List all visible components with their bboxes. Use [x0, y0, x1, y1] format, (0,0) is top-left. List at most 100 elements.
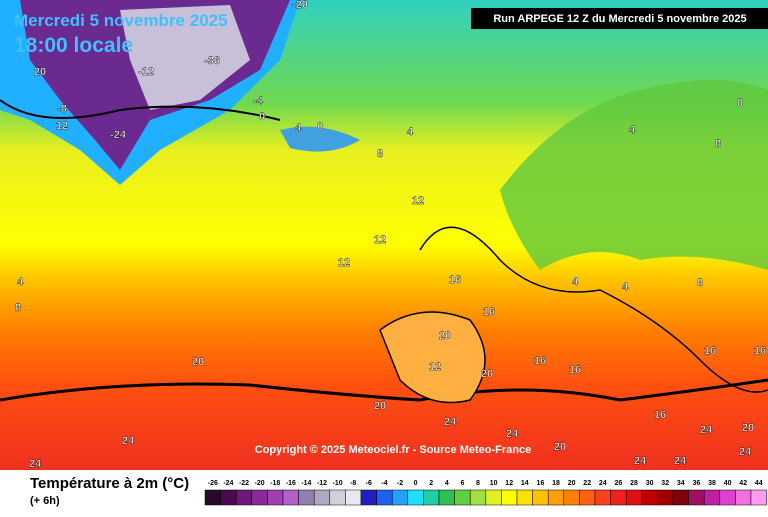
- legend-title: Température à 2m (°C): [30, 475, 189, 492]
- iberia: [379, 311, 486, 404]
- legend-tick-label: 10: [490, 480, 498, 487]
- contour-label: 16: [534, 355, 546, 367]
- contour-label: 24: [444, 416, 457, 428]
- isotherm-0: [0, 99, 281, 121]
- legend-tick-label: 32: [661, 480, 669, 487]
- legend-swatch: [407, 489, 424, 506]
- contour-label: 12: [56, 120, 68, 132]
- coastline-europe: [419, 226, 768, 393]
- contour-label: -36: [204, 55, 220, 67]
- legend-swatch: [532, 489, 549, 506]
- legend-tick-label: -6: [366, 480, 372, 487]
- legend-swatch: [703, 489, 721, 506]
- contour-label: 0: [737, 97, 743, 109]
- contour-label: -8: [57, 103, 67, 115]
- contour-label: 16: [483, 306, 495, 318]
- legend-swatch: [329, 489, 346, 506]
- legend-tick-label: -14: [301, 480, 311, 487]
- contour-label: 20: [192, 356, 204, 368]
- contour-label: 16: [754, 345, 766, 357]
- legend-tick-label: -2: [397, 480, 403, 487]
- contour-label: 8: [15, 302, 21, 314]
- legend-swatch: [235, 489, 253, 506]
- contour-label: 12: [429, 361, 441, 373]
- legend-swatch: [750, 489, 767, 506]
- legend-tick-label: 14: [521, 480, 529, 487]
- contour-label: 20: [439, 330, 451, 342]
- legend-tick-label: 0: [414, 480, 418, 487]
- legend-tick-label: -16: [286, 480, 296, 487]
- run-banner: [471, 8, 768, 29]
- legend-tick-label: 2: [429, 480, 433, 487]
- legend-swatch: [345, 489, 362, 506]
- legend-tick-label: 18: [552, 480, 560, 487]
- legend-tick-label: -12: [317, 480, 327, 487]
- legend-tick-label: -18: [270, 480, 280, 487]
- legend-swatch: [360, 489, 377, 506]
- contour-label: 12: [338, 257, 350, 269]
- legend-tick-label: 22: [583, 480, 591, 487]
- legend-swatch: [220, 489, 237, 506]
- legend-tick-label: 42: [739, 480, 747, 487]
- legend-tick-label: 30: [646, 480, 654, 487]
- contour-label: 20: [34, 66, 46, 78]
- legend-tick-label: -8: [350, 480, 356, 487]
- legend-swatch: [391, 489, 409, 506]
- greenland-top: [120, 5, 250, 110]
- legend-swatch: [641, 489, 658, 506]
- contour-label: -20: [292, 0, 308, 11]
- iceland: [280, 126, 360, 152]
- contour-label: 20: [374, 400, 386, 412]
- contour-label: 12: [374, 234, 386, 246]
- contour-label: 24: [739, 446, 752, 458]
- legend-swatch: [672, 489, 689, 506]
- time: 18:00 locale: [14, 34, 133, 57]
- legend-tick-label: -10: [333, 480, 343, 487]
- contour-label: 24: [700, 424, 713, 436]
- legend-swatch: [547, 489, 565, 506]
- date: Mercredi 5 novembre 2025: [14, 11, 228, 30]
- legend-swatch: [579, 489, 596, 506]
- contour-label: 20: [481, 368, 493, 380]
- contour-label: 4: [407, 126, 414, 138]
- contour-label: 8: [715, 138, 721, 150]
- legend-tick-label: 44: [755, 480, 763, 487]
- legend-tick-label: 28: [630, 480, 638, 487]
- contour-label: 4: [629, 124, 636, 136]
- legend-swatch: [501, 489, 518, 506]
- coastline-africa: [0, 378, 768, 402]
- contour-label: 20: [742, 422, 754, 434]
- contour-label: 4: [17, 276, 24, 288]
- contour-label: -24: [110, 129, 127, 141]
- legend-tick-label: 12: [505, 480, 513, 487]
- contour-label: 16: [569, 364, 581, 376]
- legend-subtitle: (+ 6h): [30, 495, 60, 507]
- legend-swatch: [610, 489, 627, 506]
- contour-label: -4: [253, 95, 264, 107]
- legend-swatch: [376, 489, 393, 506]
- legend-tick-label: 6: [460, 480, 464, 487]
- legend-tick-label: 20: [568, 480, 576, 487]
- legend-tick-label: 40: [724, 480, 732, 487]
- contour-label: -12: [138, 66, 154, 78]
- legend-tick-label: 24: [599, 480, 607, 487]
- legend-tick-label: 36: [693, 480, 701, 487]
- legend-swatch: [657, 489, 674, 506]
- contour-label: 24: [122, 435, 135, 447]
- legend-tick-label: -26: [208, 480, 218, 487]
- legend-swatch: [298, 489, 315, 506]
- legend-swatch: [313, 489, 331, 506]
- contour-label: 8: [377, 148, 383, 160]
- contour-label: 16: [449, 274, 461, 286]
- legend-tick-label: -24: [223, 480, 233, 487]
- run-info: Run ARPEGE 12 Z du Mercredi 5 novembre 2…: [493, 13, 746, 25]
- contour-label: 16: [654, 409, 666, 421]
- legend-swatch: [282, 489, 299, 506]
- legend-tick-label: -4: [381, 480, 387, 487]
- contour-label: 0: [259, 111, 265, 123]
- legend-swatch: [267, 489, 284, 506]
- contour-label: 12: [412, 195, 424, 207]
- contour-label: 0: [317, 121, 323, 133]
- legend-tick-label: 8: [476, 480, 480, 487]
